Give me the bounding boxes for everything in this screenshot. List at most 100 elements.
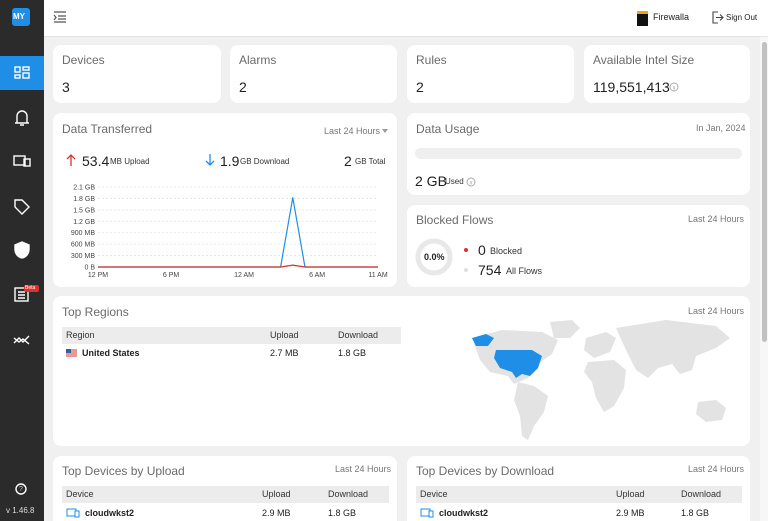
download-arrow: [205, 154, 215, 166]
stat-label: Rules: [416, 53, 447, 67]
stat-value: 119,551,413: [593, 79, 670, 95]
card-title: Blocked Flows: [416, 213, 494, 227]
icon-devices[interactable]: [13, 155, 26, 166]
card-title: Top Devices by Download: [416, 464, 555, 478]
stat-value: 3: [62, 79, 70, 95]
period: Last 24 Hours: [688, 464, 745, 474]
upload-unit: MB Upload: [110, 157, 150, 166]
info-icon[interactable]: [669, 82, 679, 92]
world-map: [472, 320, 730, 440]
scrollbar-thumb[interactable]: [762, 42, 767, 342]
box-icon: [637, 11, 648, 26]
stat-card: [230, 45, 397, 103]
y-tick-label: 300 MB: [71, 253, 95, 260]
card-title: Data Usage: [416, 122, 480, 136]
table-header: [416, 486, 742, 503]
column-header: Region: [66, 330, 95, 340]
all-label: All Flows: [506, 266, 543, 276]
data-transferred-card: [53, 113, 397, 287]
y-tick-label: 1.2 GB: [73, 219, 95, 226]
region-upload: 2.7 MB: [270, 348, 299, 358]
box-name[interactable]: Firewalla: [653, 12, 690, 22]
icon-shield[interactable]: [14, 241, 30, 259]
upload-arrow: [66, 154, 76, 166]
beta-badge-bg: [24, 285, 39, 292]
column-header: Upload: [616, 489, 645, 499]
column-header: Device: [420, 489, 448, 499]
period: In Jan, 2024: [696, 123, 746, 133]
total-value: 2: [344, 153, 352, 169]
series-line: [98, 264, 378, 268]
sign-out[interactable]: Sign Out: [726, 13, 758, 22]
menu-toggle[interactable]: [52, 10, 68, 24]
device-upload: 2.9 MB: [616, 508, 645, 518]
download-unit: GB Download: [240, 157, 290, 166]
used-label: Used: [445, 177, 464, 186]
icon-list[interactable]: [14, 287, 29, 302]
x-tick-label: 6 AM: [309, 272, 325, 279]
x-tick-label: 12 PM: [88, 272, 108, 279]
column-header: Upload: [262, 489, 291, 499]
y-tick-label: 600 MB: [71, 242, 95, 249]
x-tick-label: 6 PM: [163, 272, 180, 279]
card-title: Top Regions: [62, 305, 129, 319]
region-download: 1.8 GB: [338, 348, 367, 358]
all-dot: [464, 268, 468, 272]
device-upload: 2.9 MB: [262, 508, 291, 518]
table-header: [62, 486, 389, 503]
dropdown-caret[interactable]: [382, 129, 388, 134]
icon-dashboard[interactable]: [14, 66, 21, 73]
stat-card: [53, 45, 221, 103]
stat-value: 2: [239, 79, 247, 95]
logo-box[interactable]: [12, 8, 30, 26]
blocked-label: Blocked: [490, 246, 523, 256]
icon-bell[interactable]: [15, 110, 29, 126]
stat-label: Alarms: [239, 53, 277, 67]
column-header: Download: [338, 330, 379, 340]
column-header: Device: [66, 489, 94, 499]
icon-help-circle[interactable]: [15, 483, 27, 495]
version: v 1.46.8: [6, 506, 35, 515]
logo[interactable]: MY: [13, 12, 25, 21]
table-header: [62, 327, 401, 344]
x-tick-label: 11 AM: [368, 272, 387, 279]
nav-active[interactable]: [0, 56, 44, 90]
period-select[interactable]: Last 24 Hours: [324, 126, 381, 136]
total-unit: GB Total: [355, 157, 386, 166]
period: Last 24 Hours: [688, 306, 745, 316]
device-download: 1.8 GB: [681, 508, 710, 518]
card-title: Data Transferred: [62, 122, 153, 136]
info-icon[interactable]: [466, 177, 476, 187]
upload-value: 53.4: [82, 153, 110, 169]
device-icon: [66, 508, 80, 518]
used-value: 2 GB: [415, 173, 447, 189]
column-header: Download: [681, 489, 722, 499]
sign-out-icon[interactable]: [711, 11, 724, 24]
device-download: 1.8 GB: [328, 508, 357, 518]
device-name[interactable]: cloudwkst2: [439, 508, 489, 518]
device-name[interactable]: cloudwkst2: [85, 508, 135, 518]
stat-label: Devices: [62, 53, 105, 67]
region-highlight[interactable]: [494, 350, 542, 378]
stat-card: [584, 45, 750, 103]
flag-us: [66, 349, 77, 357]
y-tick-label: 0 B: [84, 265, 95, 272]
icon-tag[interactable]: [14, 199, 30, 215]
y-tick-label: 1.5 GB: [73, 207, 95, 214]
all-value: 754: [478, 262, 502, 278]
y-tick-label: 1.8 GB: [73, 196, 95, 203]
help[interactable]: ?: [19, 486, 23, 493]
icon-trend[interactable]: [13, 335, 30, 345]
period: Last 24 Hours: [688, 214, 745, 224]
device-icon: [420, 508, 434, 518]
y-tick-label: 2.1 GB: [73, 185, 95, 192]
column-header: Upload: [270, 330, 299, 340]
download-value: 1.9: [220, 153, 240, 169]
period: Last 24 Hours: [335, 464, 392, 474]
beta-badge: Beta: [25, 285, 36, 291]
blocked-flows-card: [407, 205, 750, 287]
top-regions-card: [53, 296, 750, 446]
nav-icons: [13, 66, 31, 495]
card-title: Top Devices by Upload: [62, 464, 185, 478]
